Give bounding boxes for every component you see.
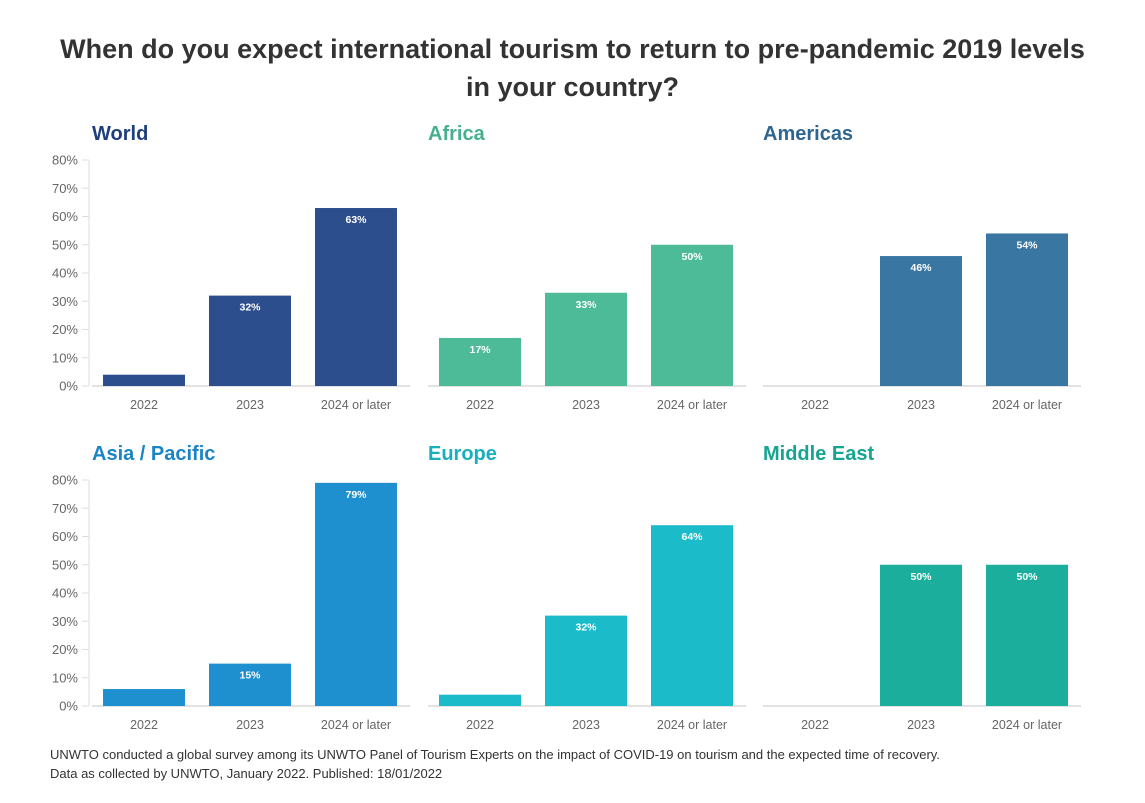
x-tick-label: 2022 xyxy=(801,718,829,732)
y-tick-label: 10% xyxy=(52,350,78,365)
x-tick-label: 2023 xyxy=(572,398,600,412)
bar-2022 xyxy=(103,689,185,706)
bar-value-label: 50% xyxy=(681,251,703,263)
bar-value-label: 32% xyxy=(239,302,261,314)
panel-title-europe: Europe xyxy=(428,443,497,465)
bar-value-label: 50% xyxy=(1016,571,1038,583)
x-tick-label: 2022 xyxy=(801,398,829,412)
bar-value-label: 15% xyxy=(239,670,261,682)
panel-africa: Africa 17% 2022 33% 2023 50% 2024 or later xyxy=(428,123,746,412)
x-tick-label: 2023 xyxy=(236,398,264,412)
y-tick-label: 70% xyxy=(52,501,78,516)
bar-2022 xyxy=(103,374,185,386)
panel-europe: Europe 2022 32% 2023 64% 2024 or later xyxy=(428,443,746,732)
y-tick-label: 60% xyxy=(52,529,78,544)
bar-2023 xyxy=(209,295,291,386)
bar-value-label: 32% xyxy=(575,622,597,634)
bar-2023 xyxy=(209,663,291,706)
y-tick-label: 80% xyxy=(52,473,78,488)
y-tick-label: 50% xyxy=(52,237,78,252)
x-tick-label: 2022 xyxy=(466,718,494,732)
panel-asia-pacific: Asia / Pacific 0% 10% 20% 30% 40% 50% 60% 70% 80%… xyxy=(52,443,410,732)
y-tick-label: 30% xyxy=(52,614,78,629)
bar-value-label: 50% xyxy=(910,571,932,583)
bar-2023 xyxy=(880,256,962,386)
chart-title-line-1: When do you expect international tourism… xyxy=(60,34,1085,64)
bar-2024-or-later xyxy=(651,244,733,386)
bar-2022 xyxy=(439,694,521,706)
y-tick-label: 0% xyxy=(59,699,78,714)
y-tick-label: 50% xyxy=(52,557,78,572)
chart-title: When do you expect international tourism… xyxy=(0,30,1145,106)
y-tick-label: 30% xyxy=(52,294,78,309)
y-tick-label: 0% xyxy=(59,379,78,394)
x-tick-label: 2022 xyxy=(130,718,158,732)
bar-2024-or-later xyxy=(986,564,1068,706)
y-tick-label: 20% xyxy=(52,322,78,337)
x-tick-label: 2023 xyxy=(907,398,935,412)
x-tick-label: 2024 or later xyxy=(657,398,727,412)
x-tick-label: 2024 or later xyxy=(657,718,727,732)
panel-americas: Americas 2022 46% 2023 54% 2024 or later xyxy=(763,123,1081,412)
x-tick-label: 2024 or later xyxy=(321,398,391,412)
y-tick-label: 80% xyxy=(52,153,78,168)
x-tick-label: 2024 or later xyxy=(992,718,1062,732)
panel-title-americas: Americas xyxy=(763,123,853,145)
x-tick-label: 2023 xyxy=(572,718,600,732)
x-tick-label: 2022 xyxy=(130,398,158,412)
bar-2023 xyxy=(545,292,627,386)
y-tick-label: 40% xyxy=(52,586,78,601)
panel-title-world: World xyxy=(92,123,148,145)
x-tick-label: 2024 or later xyxy=(321,718,391,732)
bar-value-label: 64% xyxy=(681,531,703,543)
x-tick-label: 2022 xyxy=(466,398,494,412)
bar-value-label: 46% xyxy=(910,262,932,274)
footer-note-published: Data as collected by UNWTO, January 2022… xyxy=(50,766,443,781)
y-tick-label: 70% xyxy=(52,181,78,196)
panel-middle-east: Middle East 2022 50% 2023 50% 2024 or later xyxy=(763,443,1081,732)
bar-2024-or-later xyxy=(315,482,397,706)
x-tick-label: 2023 xyxy=(907,718,935,732)
panel-title-africa: Africa xyxy=(428,123,486,145)
y-tick-label: 60% xyxy=(52,209,78,224)
bar-value-label: 79% xyxy=(345,489,367,501)
bar-2024-or-later xyxy=(986,233,1068,386)
bar-2023 xyxy=(545,615,627,706)
bar-2023 xyxy=(880,564,962,706)
x-tick-label: 2023 xyxy=(236,718,264,732)
bar-2024-or-later xyxy=(651,525,733,706)
bar-value-label: 33% xyxy=(575,299,597,311)
y-tick-label: 20% xyxy=(52,642,78,657)
x-tick-label: 2024 or later xyxy=(992,398,1062,412)
panel-title-middle-east: Middle East xyxy=(763,443,874,465)
bar-value-label: 54% xyxy=(1016,239,1038,251)
bar-2022 xyxy=(439,337,521,386)
y-tick-label: 10% xyxy=(52,670,78,685)
footer-note-survey: UNWTO conducted a global survey among it… xyxy=(50,747,940,762)
bar-value-label: 63% xyxy=(345,214,367,226)
y-tick-label: 40% xyxy=(52,266,78,281)
panel-world: World 0% 10% 20% 30% 40% 50% 60% 70% 80% 2022 32% 20… xyxy=(52,123,410,412)
bar-value-label: 17% xyxy=(469,344,491,356)
footer-notes: UNWTO conducted a global survey among it… xyxy=(50,745,940,783)
chart-title-line-2: in your country? xyxy=(465,72,679,102)
panel-title-asia-pacific: Asia / Pacific xyxy=(92,443,215,465)
bar-2024-or-later xyxy=(315,208,397,386)
